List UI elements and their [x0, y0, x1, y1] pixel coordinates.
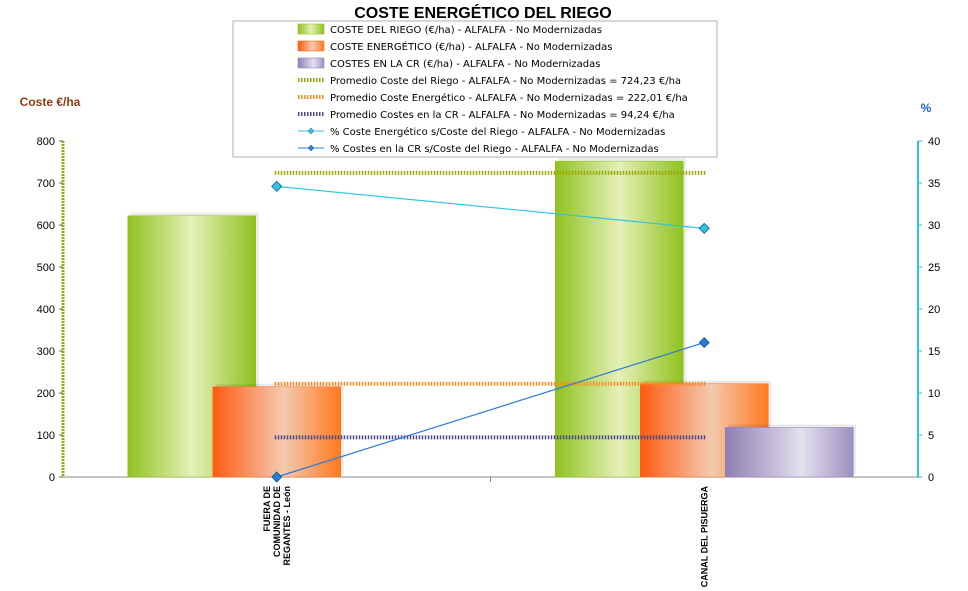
- legend-swatch-0: [297, 23, 325, 35]
- left-tick-label: 400: [37, 304, 55, 316]
- right-tick-label: 25: [928, 262, 940, 274]
- left-tick-label: 100: [37, 430, 55, 442]
- legend-label-4: Promedio Coste Energético - ALFALFA - No…: [330, 92, 688, 104]
- category-label-0: FUERA DE COMUNIDAD DE REGANTES - León: [262, 486, 292, 566]
- legend: COSTE DEL RIEGO (€/ha) - ALFALFA - No Mo…: [232, 20, 718, 158]
- right-axis-title: %: [921, 101, 932, 115]
- legend-label-5: Promedio Costes en la CR - ALFALFA - No …: [330, 110, 675, 121]
- left-tick-label: 200: [37, 388, 55, 400]
- percent-line-7: [276, 342, 705, 478]
- plot-area: 0 100 200 300 400 500 600 700 800 0 5 10 15 20 25 30 35 4…: [37, 136, 941, 587]
- right-tick-label: 5: [928, 430, 934, 442]
- legend-label-2: COSTES EN LA CR (€/ha) - ALFALFA - No Mo…: [330, 59, 600, 70]
- bar-2-1: [725, 427, 854, 478]
- legend-label-1: COSTE ENERGÉTICO (€/ha) - ALFALFA - No M…: [330, 40, 612, 53]
- left-axis-title: Coste €/ha: [20, 95, 81, 109]
- legend-swatch-1: [297, 40, 325, 52]
- legend-marker-7: [307, 144, 315, 152]
- left-tick-label: 600: [37, 220, 55, 232]
- category-label-line: REGANTES - León: [282, 486, 292, 566]
- right-tick-label: 40: [928, 136, 940, 148]
- legend-label-6: % Coste Energético s/Coste del Riego - A…: [330, 126, 665, 138]
- legend-swatch-2: [297, 57, 325, 69]
- percent-line-6: [276, 185, 705, 229]
- right-tick-label: 10: [928, 388, 940, 400]
- category-label-line: FUERA DE: [262, 486, 272, 532]
- legend-label-0: COSTE DEL RIEGO (€/ha) - ALFALFA - No Mo…: [330, 25, 602, 36]
- left-tick-label: 500: [37, 262, 55, 274]
- right-tick-label: 0: [928, 472, 934, 484]
- right-tick-label: 30: [928, 220, 940, 232]
- left-tick-label: 300: [37, 346, 55, 358]
- category-label-line: COMUNIDAD DE: [272, 486, 282, 557]
- right-tick-label: 20: [928, 304, 940, 316]
- left-tick-label: 700: [37, 178, 55, 190]
- right-tick-label: 15: [928, 346, 940, 358]
- percent-marker-7-0: [271, 471, 283, 483]
- legend-label-7: % Costes en la CR s/Coste del Riego - AL…: [330, 144, 659, 155]
- legend-label-3: Promedio Coste del Riego - ALFALFA - No …: [330, 76, 681, 87]
- legend-marker-6: [307, 127, 315, 135]
- chart-title: COSTE ENERGÉTICO DEL RIEGO: [354, 3, 612, 22]
- bar-1-0: [212, 386, 341, 478]
- category-label-1: CANAL DEL PISUERGA: [699, 486, 709, 588]
- left-tick-label: 800: [37, 136, 55, 148]
- right-tick-label: 35: [928, 178, 940, 190]
- left-tick-label: 0: [49, 472, 55, 484]
- category-label-line: CANAL DEL PISUERGA: [699, 486, 709, 588]
- percent-marker-7-1: [698, 337, 710, 349]
- percent-marker-6-0: [271, 180, 283, 192]
- percent-marker-6-1: [698, 222, 710, 234]
